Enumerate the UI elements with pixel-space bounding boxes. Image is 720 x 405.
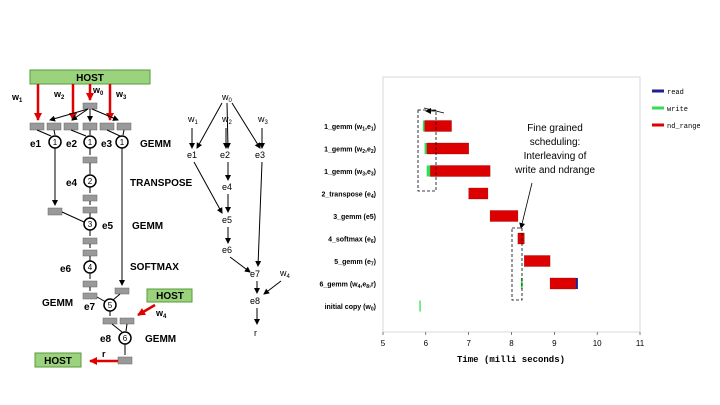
legend-label-nd_range: nd_range xyxy=(667,123,701,131)
graph-w1: w1 xyxy=(187,114,199,126)
event-e6: e6 xyxy=(60,264,72,275)
graph-e8: e8 xyxy=(250,296,260,306)
read-bar-7 xyxy=(575,278,578,289)
write-bar-0 xyxy=(422,120,425,132)
node-1c-label: 1 xyxy=(120,138,125,147)
x-tick-label-2: 7 xyxy=(466,339,471,348)
write-bar-1 xyxy=(424,143,427,154)
nd_range-bar-0 xyxy=(424,120,452,132)
node-6-label: 6 xyxy=(123,334,128,343)
row-label-2: 1_gemm (w3,e3) xyxy=(324,169,376,178)
annotation-line-3: write and ndrange xyxy=(514,165,595,176)
r-label: r xyxy=(102,349,106,359)
legend-label-read: read xyxy=(667,89,684,97)
op-gemm-left: GEMM xyxy=(42,298,73,309)
x-tick-label-0: 5 xyxy=(381,339,386,348)
event-e4: e4 xyxy=(66,178,78,189)
dataflow-diagram: HOST w1 w2 w0 w3 1 1 xyxy=(11,69,193,368)
nd_range-bar-1 xyxy=(426,142,469,155)
graph-w3: w3 xyxy=(257,114,269,126)
plot-area xyxy=(382,76,641,333)
graph-e1: e1 xyxy=(187,150,197,160)
row-label-7: 6_gemm (w4,e8,r) xyxy=(319,282,376,291)
event-e2: e2 xyxy=(66,139,78,150)
op-gemm-1: GEMM xyxy=(140,139,171,150)
nd_range-bar-4 xyxy=(489,210,519,222)
nd_range-bar-5 xyxy=(517,232,525,245)
row-labels: 1_gemm (w1,e1) 1_gemm (w2,e2) 1_gemm (w3,e… xyxy=(319,124,376,313)
node-1b-label: 1 xyxy=(88,138,93,147)
dashed-box-1 xyxy=(417,109,437,192)
write-bar-8 xyxy=(419,300,421,312)
graph-w2: w2 xyxy=(221,114,233,126)
node-1a-label: 1 xyxy=(53,138,58,147)
x-axis-label: Time (milli seconds) xyxy=(457,355,565,365)
graph-r: r xyxy=(254,328,257,338)
x-tick-label-3: 8 xyxy=(509,339,514,348)
node-2-label: 2 xyxy=(88,177,93,186)
annotation-text: Fine grained scheduling: Interleaving of wr… xyxy=(514,123,595,176)
dependency-graph: w0 w1 w2 w3 e1 e2 e3 e4 e5 e6 e7 w4 e8 r xyxy=(187,92,291,338)
w2-label: w2 xyxy=(53,89,65,101)
row-label-8: initial copy (w0) xyxy=(325,304,376,313)
host-mid-label: HOST xyxy=(156,291,184,302)
bars xyxy=(419,120,578,312)
row-label-5: 4_softmax (e6) xyxy=(328,237,376,246)
row-label-4: 3_gemm (e5) xyxy=(333,214,376,221)
row-label-1: 1_gemm (w2,e2) xyxy=(324,147,376,156)
x-tick-label-1: 6 xyxy=(424,339,429,348)
w4-label: w4 xyxy=(155,308,167,320)
w1-label: w1 xyxy=(11,92,23,104)
op-gemm-2: GEMM xyxy=(132,221,163,232)
event-e8: e8 xyxy=(100,334,112,345)
graph-e2: e2 xyxy=(220,150,230,160)
nd_range-bar-6 xyxy=(524,255,551,267)
op-softmax: SOFTMAX xyxy=(130,262,179,273)
event-e3: e3 xyxy=(101,139,113,150)
write-bar-2 xyxy=(426,165,431,177)
nd_range-bar-7 xyxy=(549,277,576,290)
annotation-line-2: Interleaving of xyxy=(524,151,587,162)
event-e1: e1 xyxy=(30,139,42,150)
legend: read write nd_range xyxy=(652,89,701,131)
graph-w4: w4 xyxy=(279,268,291,280)
w3-label: w3 xyxy=(115,89,127,101)
row-label-6: 5_gemm (e7) xyxy=(334,259,376,268)
node-3-label: 3 xyxy=(88,220,93,229)
nd_range-bar-2 xyxy=(429,165,491,177)
row-label-0: 1_gemm (w1,e1) xyxy=(324,124,376,133)
dashed-box-2 xyxy=(511,227,523,301)
nd_range-bar-3 xyxy=(468,187,489,200)
event-e7: e7 xyxy=(84,302,96,313)
graph-e6: e6 xyxy=(222,245,232,255)
graph-w0: w0 xyxy=(221,92,233,104)
op-transpose: TRANSPOSE xyxy=(130,178,193,189)
annotation-line-1: scheduling: xyxy=(530,137,581,148)
x-tick-label-4: 9 xyxy=(552,339,557,348)
host-bottom-label: HOST xyxy=(44,356,72,367)
timeline-chart: 1_gemm (w1,e1) 1_gemm (w2,e2) 1_gemm (w3,e… xyxy=(319,76,701,365)
legend-label-write: write xyxy=(667,106,688,114)
graph-e7: e7 xyxy=(250,269,260,279)
node-5-label: 5 xyxy=(108,301,113,310)
w0-label: w0 xyxy=(92,85,104,97)
graph-e5: e5 xyxy=(222,215,232,225)
event-e5: e5 xyxy=(102,221,114,232)
row-label-3: 2_transpose (e4) xyxy=(321,192,376,201)
x-ticks: 5 6 7 8 9 10 11 xyxy=(381,332,645,348)
host-top-label: HOST xyxy=(76,73,104,84)
host-box-bottom xyxy=(34,352,82,368)
graph-e3: e3 xyxy=(255,150,265,160)
host-box-mid xyxy=(146,288,193,303)
x-tick-label-6: 11 xyxy=(636,339,645,348)
graph-e4: e4 xyxy=(222,182,232,192)
x-tick-label-5: 10 xyxy=(593,339,602,348)
node-4-label: 4 xyxy=(88,263,93,272)
op-gemm-bottom: GEMM xyxy=(145,334,176,345)
annotation-line-0: Fine grained xyxy=(527,123,583,134)
